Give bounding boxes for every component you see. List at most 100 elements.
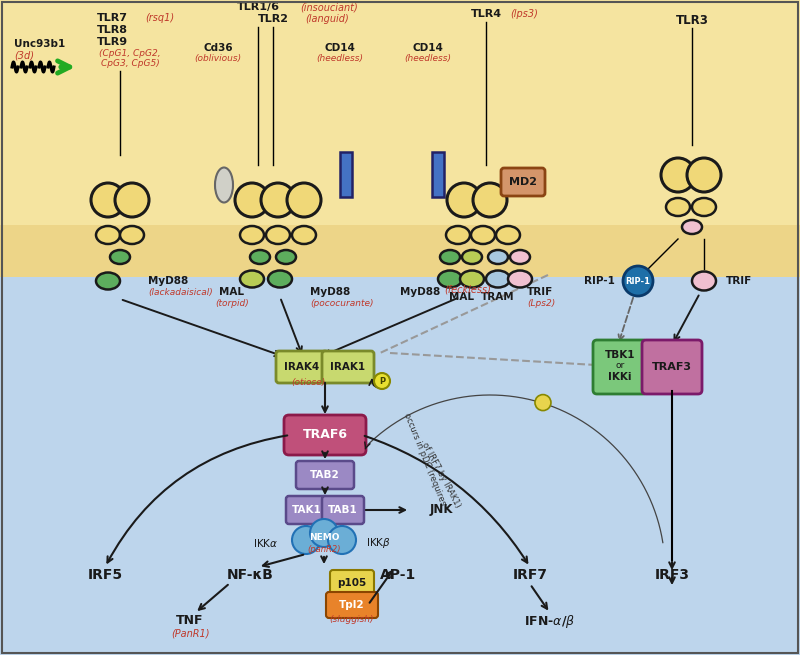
Text: (PanR1): (PanR1) bbox=[170, 629, 210, 639]
Bar bbox=[432, 152, 444, 197]
Text: (torpid): (torpid) bbox=[215, 299, 249, 307]
Ellipse shape bbox=[266, 226, 290, 244]
Text: NF-κB: NF-κB bbox=[226, 568, 274, 582]
Circle shape bbox=[310, 519, 338, 547]
Text: (lackadaisical): (lackadaisical) bbox=[148, 288, 213, 297]
Text: IKKi: IKKi bbox=[608, 372, 632, 382]
Text: Tpl2: Tpl2 bbox=[339, 600, 365, 610]
FancyBboxPatch shape bbox=[326, 592, 378, 618]
Text: IRF3: IRF3 bbox=[654, 568, 690, 582]
Ellipse shape bbox=[215, 168, 233, 202]
Text: MyD88: MyD88 bbox=[400, 287, 440, 297]
Ellipse shape bbox=[438, 271, 462, 288]
FancyBboxPatch shape bbox=[501, 168, 545, 196]
Text: of IRF7 by IRAK1): of IRF7 by IRAK1) bbox=[420, 441, 462, 509]
Ellipse shape bbox=[110, 250, 130, 264]
Ellipse shape bbox=[496, 226, 520, 244]
Text: TLR8: TLR8 bbox=[97, 25, 127, 35]
Text: IFN-$\alpha$/$\beta$: IFN-$\alpha$/$\beta$ bbox=[524, 612, 576, 629]
Text: (CpG1, CpG2,: (CpG1, CpG2, bbox=[99, 48, 161, 58]
Ellipse shape bbox=[96, 226, 120, 244]
Text: TBK1: TBK1 bbox=[605, 350, 635, 360]
FancyBboxPatch shape bbox=[286, 496, 328, 524]
Text: Unc93b1: Unc93b1 bbox=[14, 39, 66, 49]
Text: (rsq1): (rsq1) bbox=[145, 13, 174, 23]
Text: p105: p105 bbox=[338, 578, 366, 588]
Text: MAL: MAL bbox=[219, 287, 245, 297]
Text: TLR4: TLR4 bbox=[470, 9, 502, 19]
Circle shape bbox=[473, 183, 507, 217]
Text: (oblivious): (oblivious) bbox=[194, 54, 242, 64]
Text: TRAF6: TRAF6 bbox=[302, 428, 347, 441]
Ellipse shape bbox=[250, 250, 270, 264]
Text: IRF7: IRF7 bbox=[513, 568, 547, 582]
Circle shape bbox=[374, 373, 390, 389]
Ellipse shape bbox=[240, 271, 264, 288]
Text: (panR2): (panR2) bbox=[307, 544, 341, 553]
Ellipse shape bbox=[276, 250, 296, 264]
Text: TLR7: TLR7 bbox=[97, 13, 127, 23]
Circle shape bbox=[287, 183, 321, 217]
Ellipse shape bbox=[508, 271, 532, 288]
Ellipse shape bbox=[510, 250, 530, 264]
Text: IRF5: IRF5 bbox=[87, 568, 122, 582]
Text: TLR2: TLR2 bbox=[258, 14, 289, 24]
Text: (Lps2): (Lps2) bbox=[527, 299, 555, 307]
Text: JNK: JNK bbox=[430, 504, 454, 517]
Text: (feckless): (feckless) bbox=[445, 285, 491, 295]
Text: TRIF: TRIF bbox=[527, 287, 554, 297]
Text: or: or bbox=[615, 362, 625, 371]
Circle shape bbox=[661, 158, 695, 192]
Text: IRAK1: IRAK1 bbox=[330, 362, 366, 372]
Text: TAB1: TAB1 bbox=[328, 505, 358, 515]
Ellipse shape bbox=[96, 272, 120, 290]
Ellipse shape bbox=[446, 226, 470, 244]
Circle shape bbox=[91, 183, 125, 217]
Circle shape bbox=[535, 394, 551, 411]
FancyBboxPatch shape bbox=[593, 340, 647, 394]
Text: MAL: MAL bbox=[450, 292, 474, 302]
Circle shape bbox=[261, 183, 295, 217]
Ellipse shape bbox=[692, 198, 716, 216]
Text: MyD88: MyD88 bbox=[310, 287, 350, 297]
FancyBboxPatch shape bbox=[284, 415, 366, 455]
Text: TLR3: TLR3 bbox=[675, 14, 709, 26]
Text: NEMO: NEMO bbox=[309, 534, 339, 542]
Text: AP-1: AP-1 bbox=[380, 568, 416, 582]
Bar bbox=[340, 152, 352, 197]
Ellipse shape bbox=[682, 220, 702, 234]
Ellipse shape bbox=[488, 250, 508, 264]
Text: TAB2: TAB2 bbox=[310, 470, 340, 480]
Text: IRAK4: IRAK4 bbox=[284, 362, 320, 372]
Text: P: P bbox=[379, 377, 385, 386]
Bar bbox=[0, 0, 800, 277]
Bar bbox=[0, 277, 800, 655]
Text: (pococurante): (pococurante) bbox=[310, 299, 374, 307]
Text: TLR1/6: TLR1/6 bbox=[237, 2, 279, 12]
Text: MyD88: MyD88 bbox=[148, 276, 188, 286]
Text: CpG3, CpG5): CpG3, CpG5) bbox=[101, 60, 159, 69]
Text: TLR9: TLR9 bbox=[97, 37, 127, 47]
FancyBboxPatch shape bbox=[276, 351, 328, 383]
Circle shape bbox=[687, 158, 721, 192]
Text: TRAF3: TRAF3 bbox=[652, 362, 692, 372]
Text: IKK$\alpha$: IKK$\alpha$ bbox=[253, 537, 278, 549]
Text: CD14: CD14 bbox=[325, 43, 355, 53]
Text: (3d): (3d) bbox=[14, 50, 34, 60]
Text: (sluggish): (sluggish) bbox=[330, 616, 374, 624]
Text: (heedless): (heedless) bbox=[317, 54, 363, 64]
Text: (insouciant): (insouciant) bbox=[300, 2, 358, 12]
Ellipse shape bbox=[120, 226, 144, 244]
Text: (otiose): (otiose) bbox=[291, 379, 325, 388]
Circle shape bbox=[235, 183, 269, 217]
FancyBboxPatch shape bbox=[642, 340, 702, 394]
Circle shape bbox=[447, 183, 481, 217]
Text: occurs in pDC (requires: occurs in pDC (requires bbox=[402, 411, 447, 506]
Ellipse shape bbox=[486, 271, 510, 288]
Ellipse shape bbox=[460, 271, 484, 288]
Ellipse shape bbox=[268, 271, 292, 288]
Text: TRAM: TRAM bbox=[481, 292, 515, 302]
Text: IKK$\beta$: IKK$\beta$ bbox=[366, 536, 391, 550]
Text: (heedless): (heedless) bbox=[405, 54, 451, 64]
Text: (lps3): (lps3) bbox=[510, 9, 538, 19]
